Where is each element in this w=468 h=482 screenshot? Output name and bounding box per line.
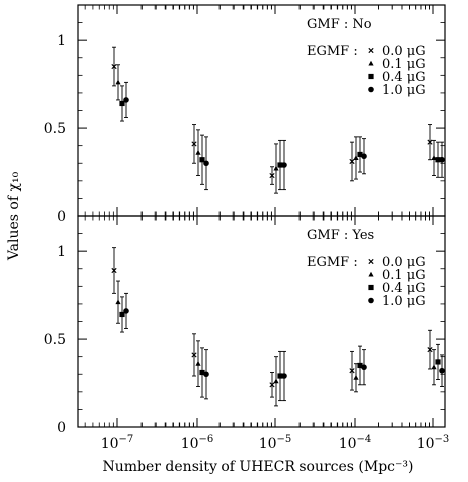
data-point (273, 378, 279, 384)
data-point (123, 308, 129, 314)
data-point (353, 374, 359, 380)
data-point (431, 155, 437, 160)
legend-entry: 0.1 μG (382, 268, 426, 283)
series-1 (111, 247, 433, 398)
legend-marker (368, 86, 374, 93)
data-point (115, 79, 121, 85)
x-tick-exponent: −7 (119, 434, 134, 445)
x-tick-exponent: −4 (357, 434, 372, 445)
panel-frame (77, 215, 446, 428)
series-4 (123, 292, 445, 402)
data-point (115, 299, 121, 305)
data-point (277, 373, 283, 379)
data-point (111, 63, 117, 70)
x-axis-title: Number density of UHECR sources (Mpc⁻³) (103, 459, 414, 475)
data-point (191, 352, 197, 358)
x-tick-label: 10−5 (259, 434, 292, 452)
data-point (203, 160, 209, 167)
data-point (357, 151, 363, 158)
x-tick-base: 10 (339, 436, 357, 452)
legend-marker (368, 60, 374, 66)
x-tick-exponent: −5 (277, 434, 292, 445)
x-tick-base: 10 (181, 436, 199, 452)
data-point (277, 162, 283, 168)
legend-marker (368, 47, 374, 54)
data-point (199, 369, 205, 376)
data-point (119, 311, 125, 318)
legend-title: GMF : Yes (307, 228, 374, 243)
data-point (195, 360, 201, 366)
legend-marker (368, 271, 374, 277)
x-tick-label: 10−6 (181, 434, 214, 452)
legend-entry: 0.4 μG (382, 281, 426, 296)
data-point (349, 158, 355, 165)
data-point (269, 172, 275, 179)
series-3 (119, 296, 441, 402)
x-tick-base: 10 (417, 436, 435, 452)
legend-entry: 1.0 μG (382, 83, 426, 98)
data-point (111, 267, 117, 274)
x-tick-label: 10−7 (101, 434, 134, 452)
legend-entry: 0.0 μG (382, 255, 426, 270)
data-point (361, 364, 367, 371)
data-point (427, 347, 433, 353)
series-2 (115, 64, 437, 194)
data-point (123, 97, 129, 103)
y-tick-label: 0.5 (44, 121, 66, 137)
legend-title: GMF : No (307, 17, 372, 32)
legend-prefix: EGMF : (307, 255, 358, 270)
y-axis-title: Values of χ₁₀ (6, 171, 22, 261)
data-point (203, 371, 209, 378)
legend-marker (368, 258, 374, 265)
series-4 (123, 81, 445, 191)
data-point (281, 373, 287, 379)
legend-entry: 0.4 μG (382, 70, 426, 85)
data-point (435, 359, 441, 365)
y-tick-label: 0 (57, 209, 66, 225)
legend-marker (368, 297, 374, 304)
data-point (439, 156, 445, 163)
data-point (431, 364, 437, 370)
panel-2: 0 0.5 1 GMF : Yes EGMF : 0.0 μG0.1 μG0.4 μG1.… (44, 215, 446, 436)
data-point (199, 157, 205, 163)
series-1 (111, 46, 433, 185)
legend-entry: 1.0 μG (382, 294, 426, 309)
legend-entry: 0.1 μG (382, 57, 426, 72)
data-point (353, 155, 359, 160)
x-tick-base: 10 (259, 436, 277, 452)
data-point (281, 162, 287, 168)
data-point (269, 382, 275, 388)
legend-entry: 0.0 μG (382, 44, 426, 59)
panel-1: 0 0.5 1 GMF : No EGMF : 0.0 μG0.1 μG0.4 μG1.0… (44, 4, 446, 225)
y-tick-label: 0.5 (44, 332, 66, 348)
series-2 (115, 280, 437, 407)
legend-prefix: EGMF : (307, 44, 358, 59)
y-tick-label: 0 (57, 420, 66, 436)
series-3 (119, 85, 441, 191)
data-point (349, 368, 355, 374)
data-point (439, 367, 445, 374)
y-tick-label: 1 (57, 33, 66, 49)
x-tick-exponent: −3 (435, 434, 450, 445)
data-point (427, 139, 433, 145)
data-point (357, 362, 363, 369)
data-point (361, 153, 367, 160)
data-point (273, 165, 279, 171)
data-point (435, 157, 441, 163)
x-tick-label: 10−4 (339, 434, 372, 452)
legend-marker (368, 73, 374, 80)
x-tick-base: 10 (101, 436, 119, 452)
legend-marker (368, 284, 374, 291)
x-tick-label: 10−3 (417, 434, 450, 452)
x-tick-exponent: −6 (199, 434, 214, 445)
data-point (195, 149, 201, 155)
panel-frame (77, 4, 446, 217)
y-tick-label: 1 (57, 244, 66, 260)
data-point (191, 141, 197, 147)
data-point (119, 100, 125, 107)
